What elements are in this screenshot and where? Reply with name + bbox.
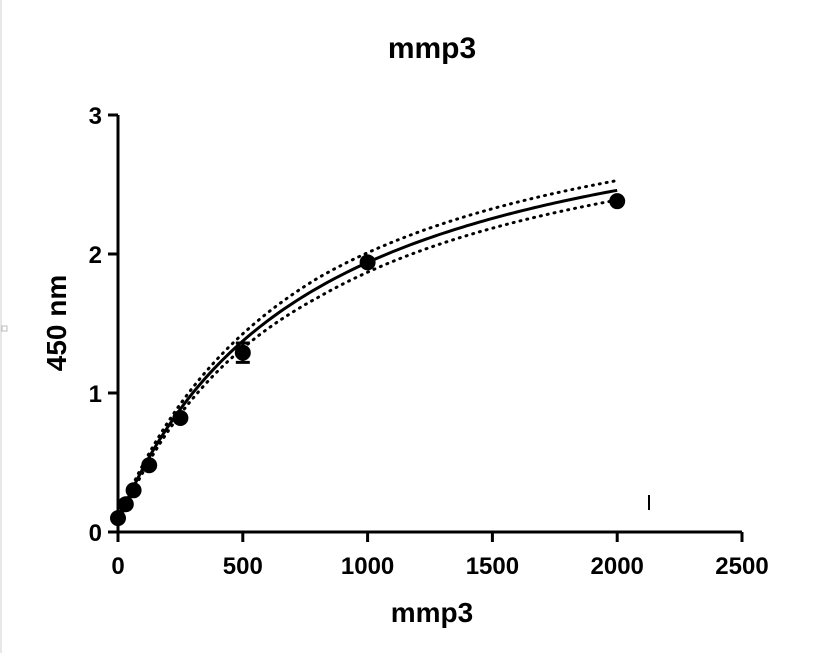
x-ticks: 0 500 1000 1500 2000 2500: [111, 532, 769, 580]
data-point: [234, 344, 251, 361]
fit-curve: [116, 188, 618, 522]
y-axis-label: 450 nm: [41, 275, 72, 372]
x-tick-label: 2000: [591, 553, 644, 580]
x-tick-label: 0: [111, 553, 124, 580]
x-tick-label: 1500: [466, 553, 519, 580]
data-point: [110, 510, 126, 527]
y-ticks: 0 1 2 3: [89, 103, 118, 547]
x-tick-label: 2500: [715, 553, 768, 580]
confidence-band-lower: [116, 198, 619, 526]
confidence-band: [116, 179, 619, 526]
resize-handle[interactable]: [1, 325, 8, 332]
axes: [116, 115, 742, 534]
data-point: [117, 496, 134, 513]
data-point: [172, 410, 189, 427]
data-point: [141, 457, 158, 474]
data-point: [359, 254, 376, 271]
confidence-band-upper: [116, 179, 619, 520]
y-tick-label: 3: [89, 103, 102, 130]
y-tick-label: 0: [89, 520, 102, 547]
data-points: [110, 193, 626, 527]
y-tick-label: 2: [89, 242, 102, 269]
data-point: [125, 482, 142, 499]
x-tick-label: 500: [223, 553, 263, 580]
x-tick-label: 1000: [341, 553, 394, 580]
plot-area: 0 500 1000 1500 2000 2500 0 1 2 3: [89, 103, 769, 580]
x-axis-label: mmp3: [391, 597, 473, 628]
chart-title: mmp3: [388, 32, 476, 65]
y-tick-label: 1: [89, 381, 102, 408]
data-point: [609, 193, 626, 210]
